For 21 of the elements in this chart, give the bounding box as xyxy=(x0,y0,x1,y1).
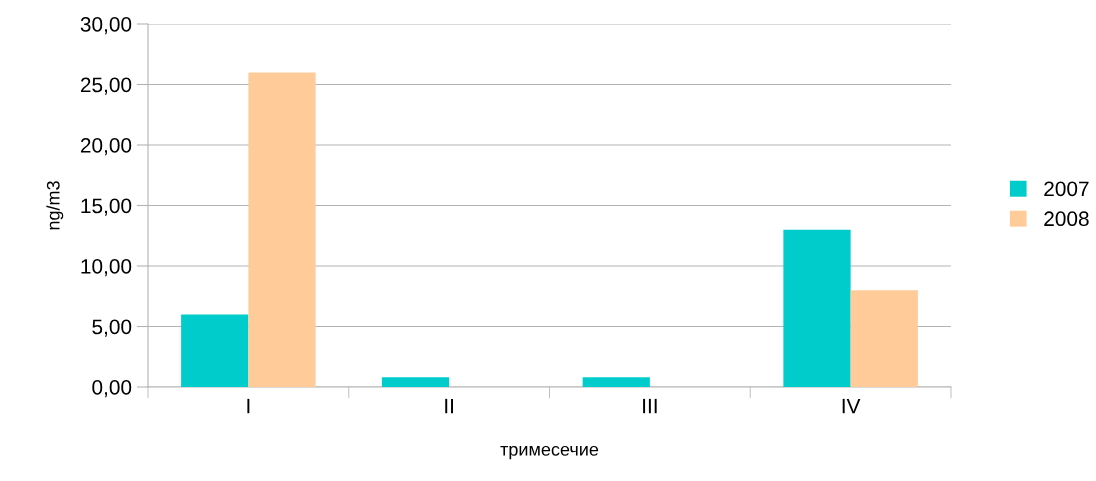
y-tick-label: 20,00 xyxy=(80,138,132,156)
x-tick-label: II xyxy=(445,398,453,414)
bar xyxy=(381,377,450,387)
x-tick-label: I xyxy=(247,398,250,414)
legend-label: 2007 xyxy=(1044,181,1089,197)
bar xyxy=(248,72,316,387)
x-tick-label: III xyxy=(643,398,657,414)
legend-label: 2008 xyxy=(1044,211,1089,227)
bar xyxy=(783,229,851,387)
x-tick-label: IV xyxy=(842,398,861,414)
y-tick-label: 25,00 xyxy=(80,77,132,95)
bar xyxy=(181,314,249,387)
y-tick-label: 10,00 xyxy=(81,259,132,277)
x-axis-title: тримесечие xyxy=(500,445,599,460)
bar xyxy=(582,377,650,387)
y-tick-label: 0,00 xyxy=(92,380,132,398)
bar xyxy=(850,290,918,387)
y-tick-label: 15,00 xyxy=(81,198,132,216)
y-axis-title: ng/m3 xyxy=(46,181,64,230)
y-tick-label: 30,00 xyxy=(80,17,132,35)
y-tick-label: 5,00 xyxy=(92,319,132,337)
